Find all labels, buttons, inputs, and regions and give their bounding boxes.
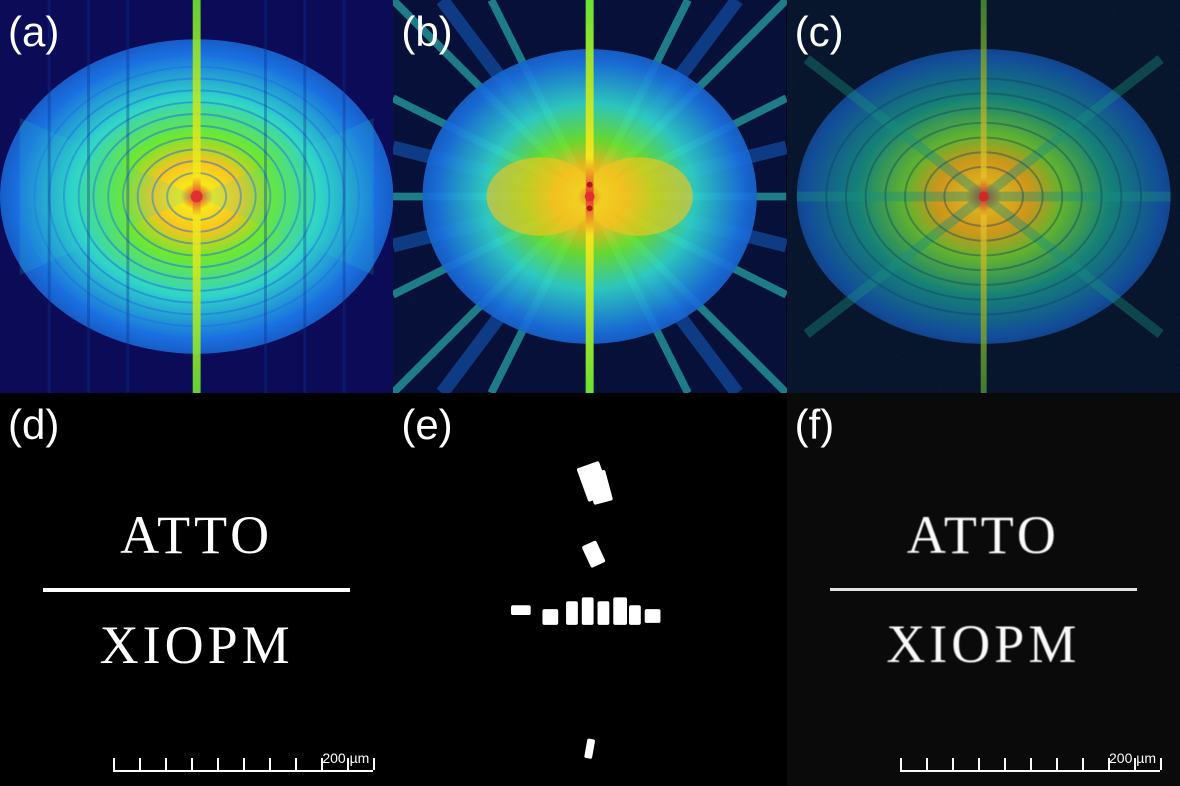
diffraction-pattern-a xyxy=(0,0,393,393)
scalebar-f-ticks: 200 µm xyxy=(900,750,1160,772)
recon-d-text-top: ATTO xyxy=(120,504,273,566)
recon-d-text-bottom: XIOPM xyxy=(100,614,294,676)
panel-d-label: (d) xyxy=(8,401,59,449)
panel-c: (c) xyxy=(787,0,1180,393)
scalebar-f-label: 200 µm xyxy=(1109,750,1156,766)
figure-grid: (a) xyxy=(0,0,1180,786)
scalebar-d-ticks: 200 µm xyxy=(113,750,373,772)
panel-f-label: (f) xyxy=(795,401,835,449)
panel-e: (e) xyxy=(393,393,786,786)
panel-e-label: (e) xyxy=(401,401,452,449)
panel-d: (d) ATTO XIOPM 200 µm xyxy=(0,393,393,786)
recon-f-divider xyxy=(830,588,1137,591)
scalebar-d-label: 200 µm xyxy=(322,750,369,766)
panel-c-label: (c) xyxy=(795,8,844,56)
recon-d-divider xyxy=(43,588,350,592)
diffraction-pattern-c xyxy=(787,0,1180,393)
panel-a: (a) xyxy=(0,0,393,393)
scalebar-d: 200 µm xyxy=(113,750,373,772)
diffraction-pattern-b xyxy=(393,0,786,393)
recon-f-text-top: ATTO xyxy=(907,504,1060,566)
scalebar-f: 200 µm xyxy=(900,750,1160,772)
panel-a-label: (a) xyxy=(8,8,59,56)
panel-b: (b) xyxy=(393,0,786,393)
reconstruction-e-failed xyxy=(393,393,786,786)
panel-f: (f) ATTO XIOPM 200 µm xyxy=(787,393,1180,786)
panel-b-label: (b) xyxy=(401,8,452,56)
reconstruction-d: ATTO XIOPM 200 µm xyxy=(0,393,393,786)
reconstruction-f: ATTO XIOPM 200 µm xyxy=(787,393,1180,786)
recon-f-text-bottom: XIOPM xyxy=(886,613,1080,675)
